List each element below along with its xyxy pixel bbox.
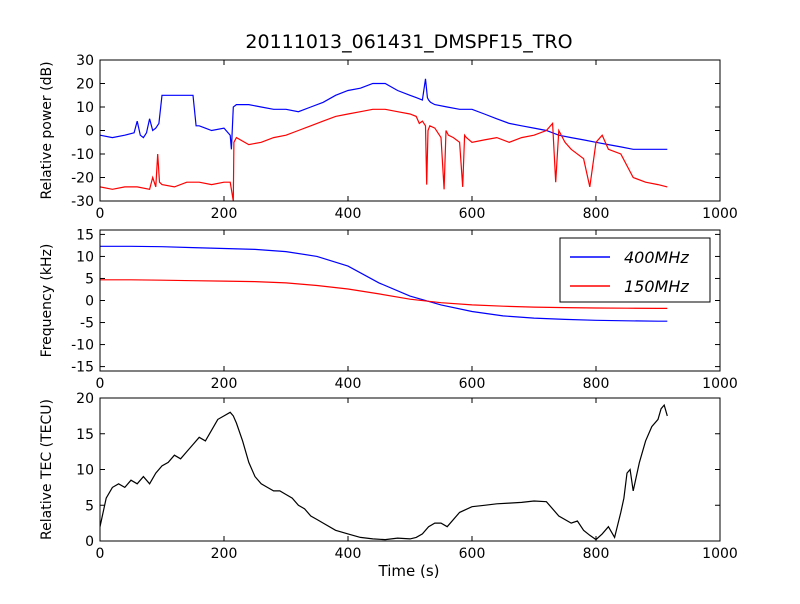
frequency-y-axis-label: Frequency (kHz) [39, 244, 55, 358]
power-series-1-line [100, 108, 668, 201]
tec-y-tick-label: 0 [85, 534, 94, 550]
tec-series-0-line [100, 403, 668, 541]
frequency-legend-label: 400MHz [624, 248, 689, 267]
tec-y-tick-label: 10 [76, 463, 94, 479]
power-y-tick-label: -20 [71, 171, 94, 187]
power-y-tick-label: 0 [85, 124, 94, 140]
tec-y-tick-label: 15 [76, 427, 94, 443]
power-x-tick-label: 400 [335, 206, 362, 222]
power-y-tick-label: 20 [76, 77, 94, 93]
x-axis-label: Time (s) [378, 562, 440, 580]
frequency-y-tick-label: 0 [85, 294, 94, 310]
tec-y-tick-label: 20 [76, 391, 94, 407]
power-x-tick-label: 800 [583, 206, 610, 222]
tec-x-tick-label: 400 [335, 546, 362, 562]
tec-x-tick-label: 200 [211, 546, 238, 562]
tec-x-tick-label: 800 [583, 546, 610, 562]
frequency-x-tick-label: 1000 [702, 376, 738, 392]
frequency-y-tick-label: -10 [71, 338, 94, 354]
frequency-x-tick-label: 400 [335, 376, 362, 392]
figure-title: 20111013_061431_DMSPF15_TRO [245, 31, 572, 53]
frequency-y-tick-label: 15 [76, 227, 94, 243]
power-x-tick-label: 1000 [702, 206, 738, 222]
frequency-x-tick-label: 0 [96, 376, 105, 392]
frequency-y-tick-label: -15 [71, 360, 94, 376]
power-y-axis-label: Relative power (dB) [39, 61, 55, 199]
frequency-x-tick-label: 800 [583, 376, 610, 392]
power-series-0-line [100, 78, 668, 150]
tec-x-tick-label: 0 [96, 546, 105, 562]
tec-x-tick-label: 600 [459, 546, 486, 562]
tec-x-tick-label: 1000 [702, 546, 738, 562]
power-y-tick-label: -30 [71, 194, 94, 210]
frequency-y-tick-label: 5 [85, 271, 94, 287]
tec-y-axis-label: Relative TEC (TECU) [39, 399, 55, 540]
frequency-x-tick-label: 200 [211, 376, 238, 392]
frequency-legend-box [559, 237, 711, 303]
power-x-tick-label: 0 [96, 206, 105, 222]
power-x-tick-label: 600 [459, 206, 486, 222]
power-x-tick-label: 200 [211, 206, 238, 222]
power-y-tick-label: 10 [76, 100, 94, 116]
frequency-y-tick-label: 10 [76, 249, 94, 265]
frequency-series-150mhz-line [100, 279, 668, 309]
frequency-legend-label: 150MHz [624, 277, 689, 296]
frequency-series-400mhz-line [100, 245, 668, 322]
tec-y-tick-label: 5 [85, 498, 94, 514]
frequency-x-tick-label: 600 [459, 376, 486, 392]
frequency-y-tick-label: -5 [80, 316, 94, 332]
power-y-tick-label: 30 [76, 53, 94, 69]
power-y-tick-label: -10 [71, 147, 94, 163]
